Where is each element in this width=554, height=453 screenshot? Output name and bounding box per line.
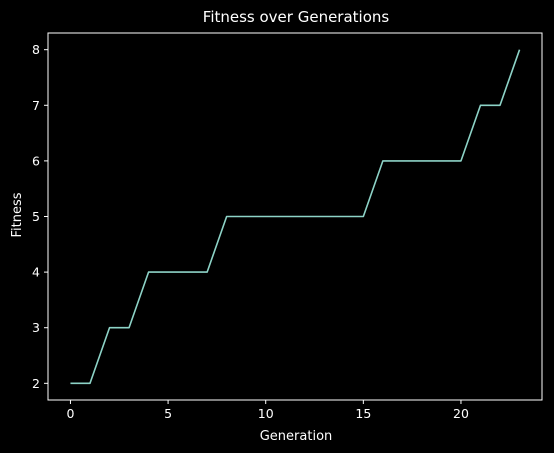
y-tick-label: 7 <box>32 98 40 113</box>
y-tick-label: 8 <box>32 42 40 57</box>
x-tick-label: 10 <box>258 406 274 421</box>
y-tick-label: 3 <box>32 320 40 335</box>
y-axis-label: Fitness <box>10 192 25 237</box>
x-tick-label: 20 <box>453 406 469 421</box>
x-tick-label: 5 <box>164 406 172 421</box>
plot-area: 0 5 10 15 20 2 3 4 5 6 7 8 <box>32 32 543 421</box>
y-tick-label: 5 <box>32 209 40 224</box>
y-tick-label: 2 <box>32 376 40 391</box>
chart-title: Fitness over Generations <box>203 8 390 26</box>
x-tick-label: 15 <box>355 406 371 421</box>
x-tick-label: 0 <box>66 406 74 421</box>
series-line <box>70 49 521 385</box>
x-axis-label: Generation <box>260 429 333 444</box>
y-tick-label: 4 <box>32 265 40 280</box>
y-tick-label: 6 <box>32 153 40 168</box>
